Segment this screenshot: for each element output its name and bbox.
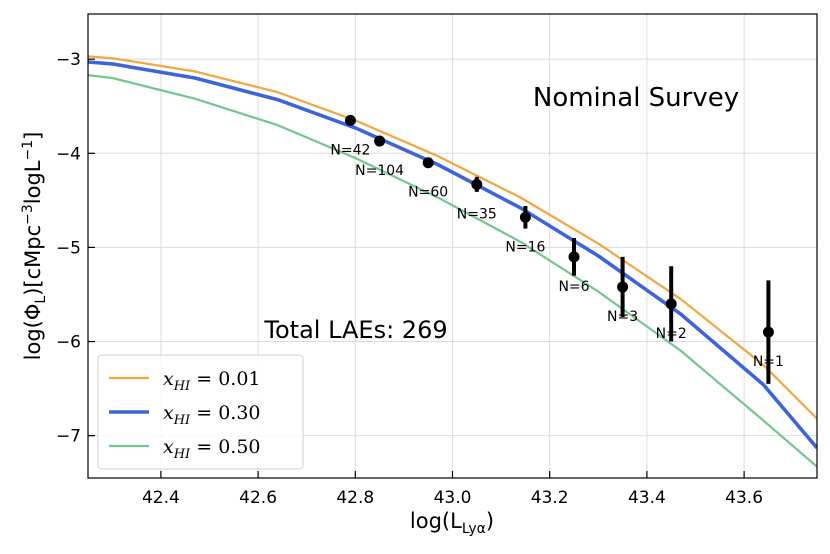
data-point-5	[568, 251, 580, 263]
x-axis-title-main: log(L	[410, 509, 462, 533]
data-point-3	[471, 178, 483, 190]
x-axis-title-end: )	[486, 509, 494, 533]
y-axis-title-part-0: log(Φ	[21, 304, 45, 361]
legend-box	[97, 354, 304, 470]
data-point-6	[617, 281, 629, 293]
count-label-8: N=1	[753, 354, 784, 370]
legend-label-2: xHI = 0.50	[163, 436, 261, 462]
annotation-total-laes: Total LAEs: 269	[263, 316, 447, 344]
y-axis-title-part-2: )[cMpc	[21, 225, 45, 296]
ticks: 42.4 42.6 42.8 43.0 43.2 43.4 43.6 −3 −4 −5 −6 −7	[56, 50, 763, 508]
x-tick-label: 42.6	[239, 488, 277, 508]
series-line-2	[88, 74, 817, 468]
count-label-1: N=104	[355, 163, 404, 179]
data-points	[344, 114, 774, 384]
y-tick-label: −6	[56, 333, 81, 353]
x-tick-label: 43.4	[628, 488, 666, 508]
count-label-2: N=60	[408, 185, 448, 201]
legend: xHI = 0.01 xHI = 0.30 xHI = 0.50	[97, 354, 304, 470]
count-label-0: N=42	[330, 142, 370, 158]
series-line-1	[88, 60, 817, 450]
count-label-5: N=6	[558, 279, 589, 295]
legend-label-0: xHI = 0.01	[163, 368, 261, 394]
data-point-7	[665, 298, 677, 310]
x-axis-title-sub: Lyα	[462, 521, 486, 537]
y-tick-label: −4	[56, 144, 81, 164]
data-point-4	[519, 211, 531, 223]
x-tick-label: 43.6	[725, 488, 763, 508]
annotation-nominal-survey: Nominal Survey	[533, 83, 739, 113]
y-tick-label: −5	[56, 238, 81, 258]
count-label-7: N=2	[656, 326, 687, 342]
series-lines	[88, 55, 817, 468]
series-line-0	[88, 55, 817, 420]
data-point-2	[422, 157, 434, 169]
x-tick-label: 43.0	[434, 488, 472, 508]
count-label-6: N=3	[607, 309, 638, 325]
y-axis-title: log(ΦL)[cMpc−3logL−1]	[20, 132, 49, 361]
y-axis-title-part-3: −3	[20, 204, 36, 225]
data-point-8	[762, 326, 774, 338]
x-tick-label: 43.2	[531, 488, 569, 508]
x-tick-label: 42.4	[142, 488, 180, 508]
y-axis-title-part-1: L	[33, 296, 49, 304]
count-label-4: N=16	[505, 239, 545, 255]
y-axis-title-part-5: −1	[20, 140, 36, 161]
data-point-0	[344, 114, 356, 126]
y-axis-title-part-6: ]	[21, 132, 45, 140]
y-tick-label: −7	[56, 427, 81, 447]
count-label-3: N=35	[457, 206, 497, 222]
data-point-1	[374, 135, 386, 147]
x-axis-title: log(LLyα)	[410, 509, 494, 537]
y-tick-label: −3	[56, 50, 81, 70]
x-tick-label: 42.8	[336, 488, 374, 508]
y-axis-title-part-4: logL	[21, 160, 45, 204]
legend-label-1: xHI = 0.30	[163, 402, 261, 428]
